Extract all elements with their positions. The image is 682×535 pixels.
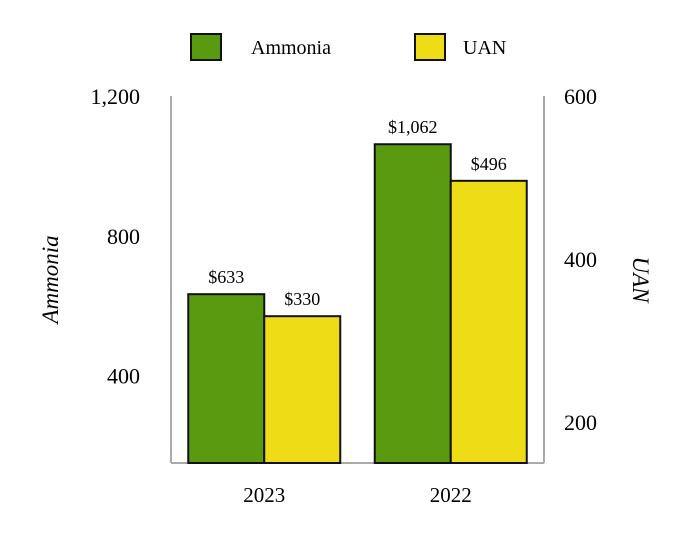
legend: Ammonia UAN	[190, 33, 506, 61]
bar-uan-2022	[449, 179, 528, 464]
bars	[187, 143, 528, 465]
left-tick-label: 400	[107, 364, 140, 389]
axes: 400 800 1,200 200 400 600 Ammonia UAN 2023 2022	[38, 84, 653, 507]
left-axis-title: Ammonia	[38, 235, 63, 325]
data-label: $496	[471, 154, 507, 174]
data-labels: $633 $330 $1,062 $496	[208, 117, 507, 309]
right-tick-label: 400	[564, 247, 597, 272]
legend-swatch-uan	[414, 33, 446, 61]
x-tick-label: 2023	[243, 483, 285, 507]
legend-label-ammonia: Ammonia	[251, 37, 331, 59]
x-tick-label: 2022	[430, 483, 472, 507]
bar-uan-2023	[263, 315, 342, 465]
data-label: $633	[208, 267, 244, 287]
data-label: $330	[284, 289, 320, 309]
legend-swatch-ammonia	[190, 33, 222, 61]
left-tick-label: 1,200	[91, 84, 141, 109]
bar-ammonia-2022	[373, 143, 452, 464]
left-tick-label: 800	[107, 224, 140, 249]
right-tick-label: 600	[564, 84, 597, 109]
data-label: $1,062	[388, 117, 438, 137]
right-tick-label: 200	[564, 410, 597, 435]
right-axis-title: UAN	[628, 257, 653, 305]
bar-ammonia-2023	[187, 293, 266, 464]
legend-label-uan: UAN	[463, 37, 506, 59]
